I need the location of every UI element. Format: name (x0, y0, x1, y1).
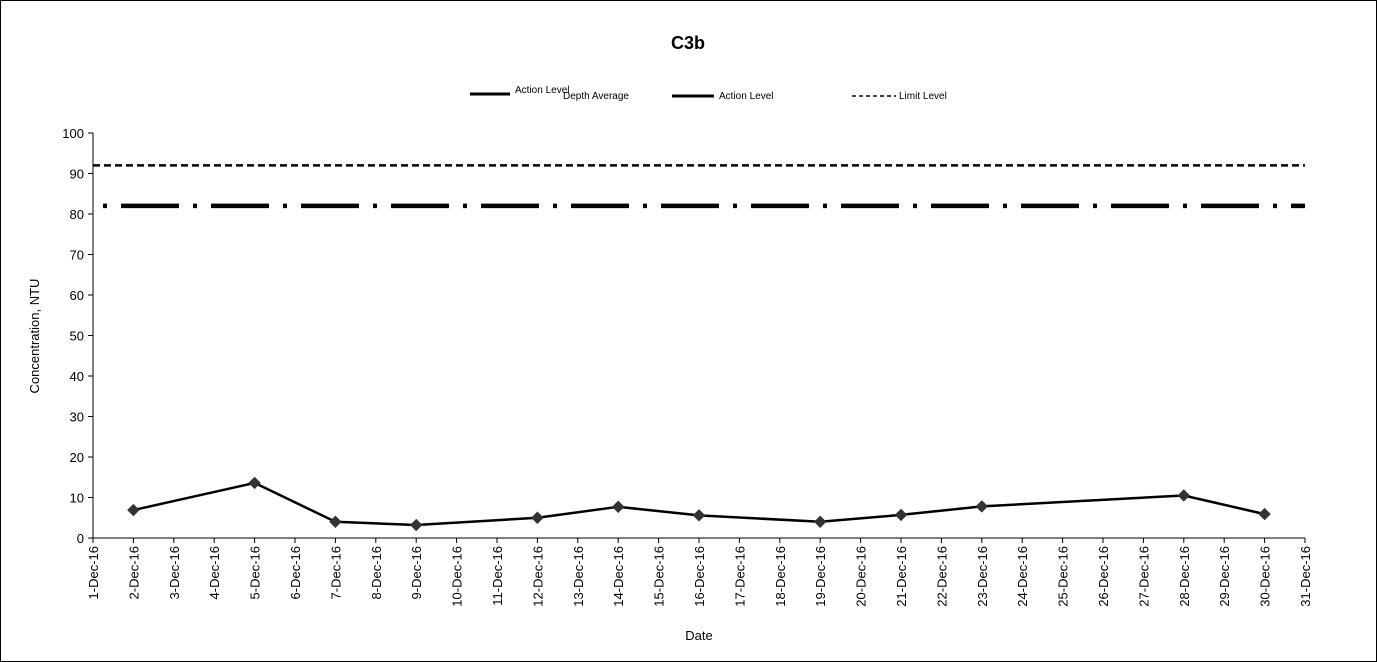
data-point-marker (1258, 507, 1271, 521)
x-tick-label: 28-Dec-16 (1177, 546, 1192, 607)
x-tick-label: 13-Dec-16 (571, 546, 586, 607)
x-tick-label: 27-Dec-16 (1136, 546, 1151, 607)
data-point-marker (531, 511, 544, 524)
series-line (133, 481, 1265, 527)
data-series (127, 476, 1271, 532)
data-point-marker (894, 508, 908, 522)
y-tick-label: 10 (70, 491, 84, 506)
x-tick-label: 7-Dec-16 (328, 546, 343, 599)
x-tick-label: 26-Dec-16 (1096, 546, 1111, 607)
x-tick-label: 5-Dec-16 (248, 546, 263, 599)
x-tick-label: 9-Dec-16 (409, 546, 424, 599)
x-tick-label: 24-Dec-16 (1015, 546, 1030, 607)
y-tick-label: 80 (70, 207, 84, 222)
x-tick-label: 4-Dec-16 (207, 546, 222, 599)
x-tick-label: 31-Dec-16 (1298, 546, 1313, 607)
x-tick-label: 21-Dec-16 (894, 546, 909, 607)
y-tick-label: 90 (70, 167, 84, 182)
y-tick-label: 30 (70, 410, 84, 425)
reference-lines (93, 164, 1305, 209)
y-tick-label: 70 (70, 248, 84, 263)
y-axis: 0 10 20 30 40 50 60 70 80 90 100 (62, 126, 94, 546)
data-point-marker (248, 476, 261, 490)
x-tick-label: 3-Dec-16 (167, 546, 182, 599)
legend-label-3: Limit Level (899, 91, 947, 102)
x-tick-label: 15-Dec-16 (652, 546, 667, 607)
y-tick-label: 40 (70, 369, 84, 384)
chart-title: C3b (671, 33, 705, 53)
x-tick-label: 10-Dec-16 (450, 546, 465, 607)
x-tick-label: 14-Dec-16 (611, 546, 626, 607)
x-tick-label: 12-Dec-16 (530, 546, 545, 607)
x-tick-label: 30-Dec-16 (1258, 546, 1273, 607)
legend: Depth Average Action Level Action Level … (470, 85, 947, 102)
x-tick-label: 29-Dec-16 (1217, 546, 1232, 607)
data-point-marker (611, 500, 625, 514)
x-tick-label: 1-Dec-16 (86, 546, 101, 599)
legend-label-1: Action Level (515, 85, 569, 96)
x-axis-title: Date (685, 628, 712, 643)
data-point-marker (127, 503, 140, 517)
data-point-marker (409, 518, 423, 532)
x-axis: 1-Dec-16 2-Dec-16 3-Dec-16 4-Dec-16 5-Dec-16… (86, 537, 1313, 607)
y-tick-label: 100 (62, 126, 84, 141)
x-tick-label: 11-Dec-16 (490, 546, 505, 606)
x-tick-label: 19-Dec-16 (813, 546, 828, 607)
data-point-marker (975, 500, 989, 513)
x-tick-label: 20-Dec-16 (854, 546, 869, 607)
y-tick-label: 20 (70, 450, 84, 465)
y-tick-label: 60 (70, 288, 84, 303)
x-tick-label: 22-Dec-16 (934, 546, 949, 607)
x-tick-label: 18-Dec-16 (773, 546, 788, 607)
legend-label-2: Action Level (719, 91, 773, 102)
data-point-marker (692, 509, 706, 522)
x-tick-label: 16-Dec-16 (692, 546, 707, 607)
legend-overlap-text: Depth Average (563, 91, 629, 102)
x-tick-label: 2-Dec-16 (126, 546, 141, 599)
data-point-marker (1177, 489, 1191, 502)
x-tick-label: 25-Dec-16 (1056, 546, 1071, 607)
x-tick-label: 6-Dec-16 (288, 546, 303, 599)
x-tick-label: 23-Dec-16 (975, 546, 990, 607)
x-tick-label: 17-Dec-16 (732, 546, 747, 607)
y-axis-title: Concentration, NTU (27, 279, 42, 394)
x-tick-label: 8-Dec-16 (369, 546, 384, 599)
y-tick-label: 50 (70, 329, 84, 344)
y-tick-label: 0 (77, 531, 84, 546)
data-point-marker (329, 515, 342, 529)
data-point-marker (813, 515, 827, 529)
